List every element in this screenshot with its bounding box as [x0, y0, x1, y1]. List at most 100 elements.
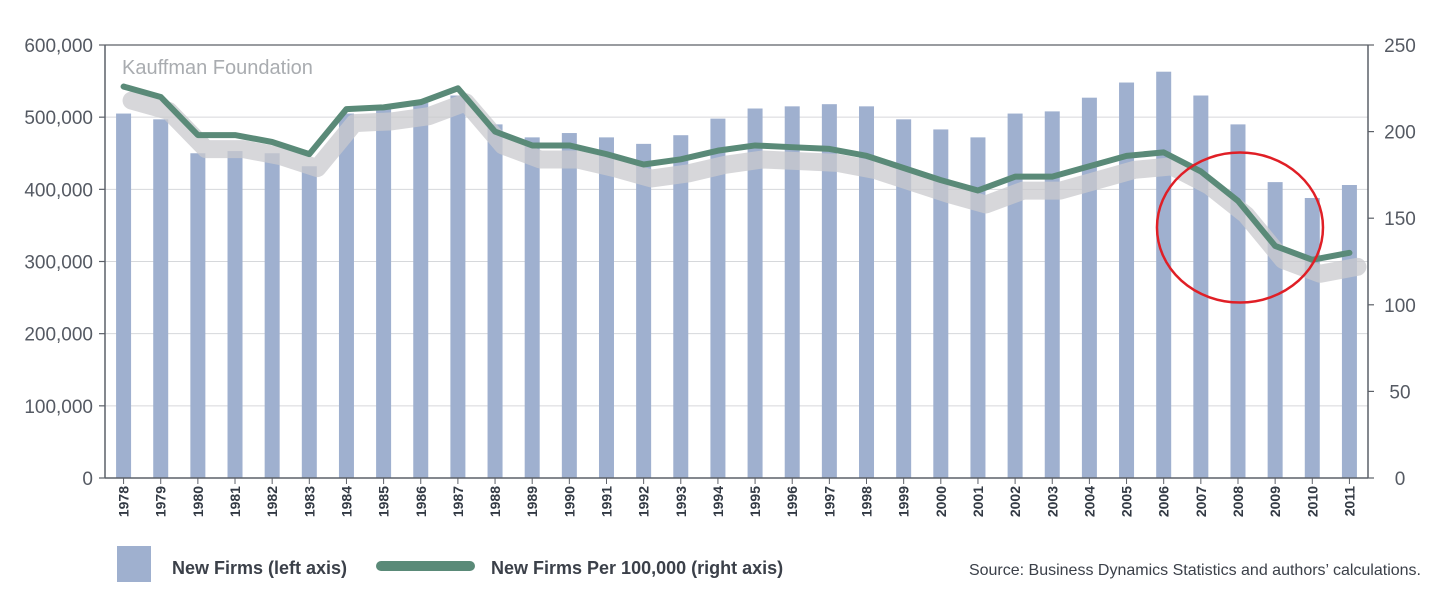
line-point-1999	[901, 165, 907, 171]
x-tick-label: 1981	[227, 486, 243, 517]
x-tick-label: 1996	[784, 486, 800, 517]
legend: New Firms (left axis) New Firms Per 100,…	[117, 546, 783, 582]
right-tick-label: 0	[1395, 469, 1406, 490]
line-point-2002	[1012, 174, 1018, 180]
bar-2011	[1341, 185, 1357, 478]
line-point-1985	[381, 104, 387, 110]
x-tick-label: 2002	[1007, 486, 1023, 517]
line-point-2006	[1161, 149, 1167, 155]
bar-1990	[561, 133, 577, 478]
bar-2003	[1044, 111, 1060, 478]
bar-2010	[1304, 197, 1320, 478]
x-tick-label: 2010	[1304, 486, 1320, 517]
left-tick-label: 300,000	[24, 253, 93, 274]
bar-1998	[859, 106, 875, 478]
x-tick-label: 1999	[896, 486, 912, 517]
bar-1992	[636, 143, 652, 478]
line-point-2004	[1086, 163, 1092, 169]
x-tick-label: 1989	[524, 486, 540, 517]
line-point-1996	[789, 144, 795, 150]
bar-1997	[821, 104, 837, 478]
right-tick-label: 100	[1384, 296, 1416, 317]
x-tick-label: 1997	[821, 486, 837, 517]
bar-1984	[338, 113, 354, 478]
x-tick-label: 1990	[561, 486, 577, 517]
x-tick-label: 2003	[1044, 486, 1060, 517]
gridlines	[105, 44, 1368, 407]
left-tick-label: 500,000	[24, 108, 93, 129]
line-point-1984	[343, 106, 349, 112]
line-point-2001	[975, 187, 981, 193]
x-tick-label: 1994	[710, 486, 726, 517]
legend-bar-swatch	[117, 546, 151, 582]
bar-1995	[747, 108, 763, 479]
x-tick-label: 1988	[487, 486, 503, 517]
bar-1978	[116, 113, 132, 478]
axes	[99, 44, 1374, 484]
annotation-circle	[1155, 151, 1325, 304]
x-tick-label: 1987	[450, 486, 466, 517]
line-point-1993	[678, 156, 684, 162]
line-point-2009	[1272, 243, 1278, 249]
line-point-2008	[1235, 198, 1241, 204]
bar-1982	[264, 153, 280, 478]
line-point-1995	[752, 142, 758, 148]
line-point-2003	[1049, 174, 1055, 180]
left-tick-label: 600,000	[24, 36, 93, 57]
line-shadow-path	[122, 91, 1367, 283]
line-shadow	[122, 91, 1367, 283]
bar-1985	[376, 108, 392, 479]
x-tick-label: 1982	[264, 486, 280, 517]
line-point-1988	[492, 129, 498, 135]
line-point-1991	[603, 151, 609, 157]
x-tick-label: 1979	[153, 486, 169, 517]
bar-1987	[450, 95, 466, 479]
bar-2002	[1007, 113, 1023, 478]
line-point-1979	[158, 94, 164, 100]
x-tick-label: 2011	[1341, 486, 1357, 517]
bar-1980	[190, 153, 206, 478]
bar-2006	[1156, 71, 1172, 479]
legend-bar-label: New Firms (left axis)	[172, 558, 347, 578]
right-tick-label: 200	[1384, 123, 1416, 144]
x-tick-label: 2001	[970, 486, 986, 517]
bar-1994	[710, 118, 726, 479]
line-point-1997	[826, 146, 832, 152]
x-tick-label: 1978	[116, 486, 132, 517]
x-tick-label: 2008	[1230, 486, 1246, 517]
x-tick-label: 2009	[1267, 486, 1283, 517]
bar-1986	[413, 102, 429, 478]
bar-1999	[896, 119, 912, 478]
bar-2009	[1267, 182, 1283, 478]
tick-labels: 0 100,000 200,000 300,000 400,000 500,000 600,…	[24, 36, 1416, 517]
x-tick-label: 1984	[338, 486, 354, 517]
bar-1993	[673, 135, 689, 479]
line-point-1992	[641, 162, 647, 168]
x-tick-label: 1985	[376, 486, 392, 517]
bar-1988	[487, 124, 503, 478]
right-tick-label: 150	[1384, 209, 1416, 230]
line-point-2007	[1198, 168, 1204, 174]
bar-1981	[227, 151, 243, 478]
x-tick-label: 2004	[1081, 486, 1097, 517]
line-point-2011	[1346, 250, 1352, 256]
x-tick-label: 1983	[301, 486, 317, 517]
x-tick-label: 1980	[190, 486, 206, 517]
line-point-1987	[455, 85, 461, 91]
line-point-1998	[864, 153, 870, 159]
left-tick-label: 400,000	[24, 180, 93, 201]
line-point-1981	[232, 132, 238, 138]
left-tick-label: 200,000	[24, 325, 93, 346]
series-line	[120, 83, 1353, 263]
bars	[116, 71, 1357, 479]
x-tick-label: 2000	[933, 486, 949, 517]
line-point-2000	[938, 177, 944, 183]
red-highlight-circle	[1155, 151, 1325, 304]
watermark-text: Kauffman Foundation	[122, 57, 313, 79]
bar-2004	[1081, 97, 1097, 478]
bar-2007	[1193, 95, 1209, 479]
line-point-1978	[121, 84, 127, 90]
line-point-1986	[418, 99, 424, 105]
